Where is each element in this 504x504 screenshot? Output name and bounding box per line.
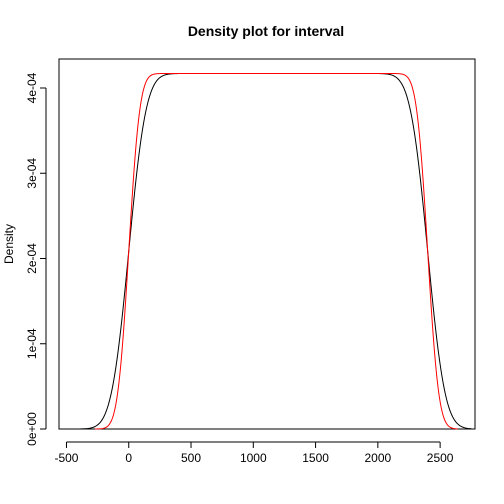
y-axis-label: Density	[2, 224, 16, 264]
x-tick-label: 500	[181, 451, 201, 465]
x-tick-label: 1500	[302, 451, 329, 465]
series-layer	[78, 72, 472, 430]
y-tick-label: 3e-04	[25, 158, 39, 189]
x-tick-label: -500	[54, 451, 78, 465]
density-series-1	[95, 72, 458, 430]
chart-title: Density plot for interval	[188, 23, 344, 39]
x-tick-label: 2500	[427, 451, 454, 465]
y-tick-label: 4e-04	[25, 72, 39, 103]
x-tick-label: 2000	[364, 451, 391, 465]
x-axis: -500 0 500 1000 1500 2000 2500	[54, 441, 454, 465]
y-tick-label: 2e-04	[25, 243, 39, 274]
y-tick-label: 1e-04	[25, 328, 39, 359]
y-tick-label: 0e+00	[25, 412, 39, 446]
x-tick-label: 1000	[240, 451, 267, 465]
y-axis: 0e+00 1e-04 2e-04 3e-04 4e-04	[25, 72, 47, 446]
plot-frame	[58, 58, 476, 430]
x-tick-label: 0	[125, 451, 132, 465]
